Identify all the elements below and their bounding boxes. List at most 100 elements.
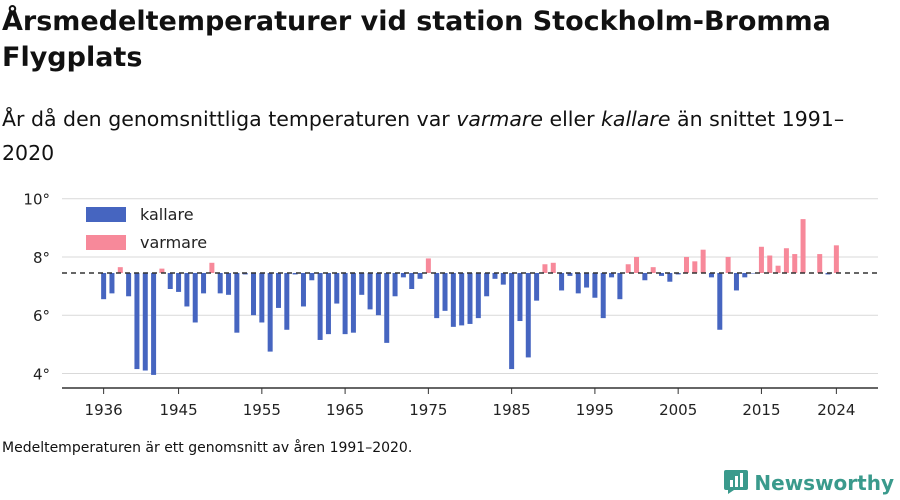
bar-warm <box>725 256 731 273</box>
x-tick-label: 2005 <box>659 401 697 419</box>
bar-cold <box>201 272 207 294</box>
bar-cold <box>509 272 515 370</box>
bar-cold <box>267 272 273 352</box>
bar-cold <box>525 272 531 358</box>
bar-cold <box>151 272 157 375</box>
x-tick-label: 2024 <box>817 401 855 419</box>
bar-cold <box>417 272 423 279</box>
bar-cold <box>300 272 306 307</box>
bar-cold <box>567 272 573 276</box>
brand-name: Newsworthy <box>754 471 894 495</box>
brand-logo[interactable]: Newsworthy <box>724 468 894 498</box>
bar-cold <box>733 272 739 291</box>
y-tick-label: 6° <box>33 307 50 325</box>
bar-cold <box>275 272 281 308</box>
bar-warm <box>159 268 165 273</box>
bars <box>101 219 839 375</box>
subtitle-warm-word: varmare <box>456 107 543 131</box>
bar-cold <box>659 272 665 276</box>
bar-cold <box>584 272 590 288</box>
bar-cold <box>392 272 398 297</box>
temperature-bar-chart: 4° 6° 8° 10° 1936 1945 1955 1965 1975 1985 1995 20… <box>23 191 878 419</box>
x-axis: 1936 1945 1955 1965 1975 1985 1995 2005 2015 2024 <box>62 387 878 419</box>
bar-cold <box>359 272 365 295</box>
bar-cold <box>134 272 140 370</box>
bar-cold <box>234 272 240 333</box>
y-tick-label: 4° <box>33 365 50 383</box>
bar-cold <box>259 272 265 323</box>
legend: kallare varmare <box>86 205 207 252</box>
x-tick-label: 1995 <box>576 401 614 419</box>
bar-cold <box>284 272 290 330</box>
x-tick-label: 2015 <box>742 401 780 419</box>
bar-warm <box>783 248 789 273</box>
bar-cold <box>609 272 615 278</box>
bar-cold <box>467 272 473 324</box>
subtitle-text-2: eller <box>542 107 602 131</box>
footnote: Medeltemperaturen är ett genomsnitt av å… <box>2 440 413 456</box>
bar-chart-icon <box>724 468 749 498</box>
bar-cold <box>534 272 540 301</box>
bar-warm <box>683 256 689 273</box>
bar-cold <box>459 272 465 326</box>
bar-cold <box>592 272 598 298</box>
bar-cold <box>317 272 323 340</box>
legend-label-cold: kallare <box>140 205 194 224</box>
legend-label-warm: varmare <box>140 233 207 252</box>
x-tick-label: 1955 <box>243 401 281 419</box>
x-tick-label: 1965 <box>326 401 364 419</box>
bar-cold <box>167 272 173 289</box>
bar-cold <box>350 272 356 333</box>
bar-cold <box>292 272 298 275</box>
grid-lines <box>62 198 878 374</box>
x-tick-label: 1975 <box>409 401 447 419</box>
bar-cold <box>484 272 490 297</box>
bar-warm <box>758 246 764 273</box>
bar-warm <box>209 262 215 273</box>
subtitle-text: År då den genomsnittliga temperaturen va… <box>2 107 457 131</box>
bar-cold <box>184 272 190 307</box>
x-tick-label: 1945 <box>159 401 197 419</box>
bar-cold <box>600 272 606 319</box>
subtitle-text-3: än snittet 1991–2020 <box>2 107 845 165</box>
bar-cold <box>109 272 115 294</box>
bar-warm <box>792 254 798 273</box>
bar-cold <box>667 272 673 282</box>
bar-cold <box>517 272 523 322</box>
bar-warm <box>767 255 773 273</box>
bar-cold <box>142 272 148 371</box>
bar-cold <box>409 272 415 289</box>
bar-cold <box>442 272 448 311</box>
subtitle-cold-word: kallare <box>601 107 671 131</box>
bar-cold <box>400 272 406 278</box>
legend-swatch-warm <box>86 235 126 250</box>
bar-cold <box>717 272 723 330</box>
bar-cold <box>384 272 390 343</box>
bar-warm <box>634 256 640 273</box>
bar-cold <box>642 272 648 281</box>
bar-warm <box>700 249 706 273</box>
bar-cold <box>708 272 714 278</box>
bar-cold <box>126 272 132 297</box>
bar-cold <box>742 272 748 278</box>
bar-warm <box>692 261 698 273</box>
bar-cold <box>617 272 623 300</box>
x-tick-label: 1985 <box>493 401 531 419</box>
bar-warm <box>775 265 781 273</box>
bar-cold <box>192 272 198 323</box>
bar-warm <box>625 264 631 273</box>
bar-warm <box>817 254 823 273</box>
bar-cold <box>176 272 182 292</box>
bar-cold <box>450 272 456 327</box>
bar-cold <box>500 272 506 285</box>
chart-subtitle: År då den genomsnittliga temperaturen va… <box>2 102 882 170</box>
bar-warm <box>833 245 839 273</box>
y-axis-ticks: 4° 6° 8° 10° <box>23 191 50 384</box>
bar-cold <box>226 272 232 295</box>
bar-cold <box>492 272 498 279</box>
bar-cold <box>375 272 381 316</box>
legend-swatch-cold <box>86 207 126 222</box>
bar-warm <box>425 258 431 273</box>
x-tick-label: 1936 <box>85 401 123 419</box>
bar-cold <box>342 272 348 335</box>
